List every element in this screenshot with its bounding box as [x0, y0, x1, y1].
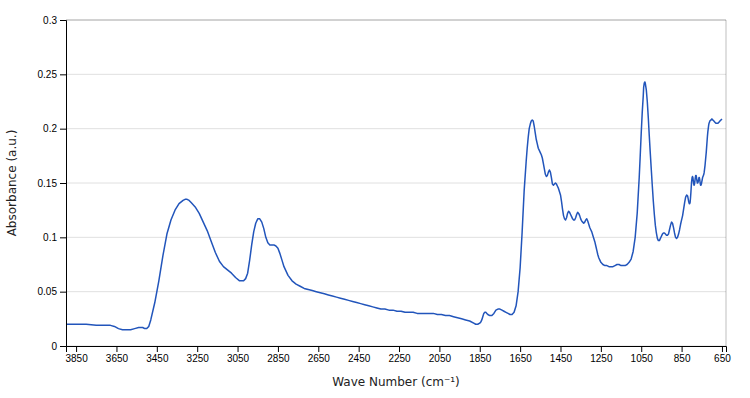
tick: 1650 — [510, 346, 533, 364]
tick-mark — [318, 346, 319, 352]
tick: 1250 — [590, 346, 613, 364]
tick-label: 0.15 — [38, 178, 58, 189]
tick: 0.1 — [43, 232, 66, 243]
tick: 1050 — [631, 346, 654, 364]
tick-label: 2450 — [348, 353, 371, 364]
tick-label: 3650 — [106, 353, 129, 364]
tick-mark — [238, 346, 239, 352]
tick: 3450 — [146, 346, 169, 364]
tick: 3850 — [65, 346, 88, 364]
tick: 2850 — [267, 346, 290, 364]
tick-mark — [278, 346, 279, 352]
tick: 0.3 — [43, 15, 66, 26]
tick-label: 1450 — [550, 353, 573, 364]
axis-line — [67, 347, 727, 353]
plot: 3850 3650 3450 3250 3050 2850 2650 2450 2250 2050… — [38, 15, 732, 364]
tick-label: 2050 — [429, 353, 452, 364]
grid — [66, 20, 726, 346]
tick-label: 2250 — [388, 353, 411, 364]
tick: 0.05 — [38, 286, 66, 297]
tick-label: 3250 — [187, 353, 210, 364]
tick-mark — [722, 346, 723, 352]
tick-mark — [682, 346, 683, 352]
tick-label: 3450 — [146, 353, 169, 364]
tick-label: 0.3 — [43, 15, 57, 26]
tick-mark — [60, 346, 66, 347]
tick-label: 0.05 — [38, 286, 58, 297]
grid-line — [66, 291, 726, 292]
spectrum-line — [66, 82, 722, 330]
tick-label: 1850 — [469, 353, 492, 364]
tick: 3050 — [227, 346, 250, 364]
tick-mark — [520, 346, 521, 352]
tick-label: 2650 — [308, 353, 331, 364]
tick-mark — [116, 346, 117, 352]
tick-mark — [60, 129, 66, 130]
tick-mark — [439, 346, 440, 352]
tick: 3650 — [106, 346, 129, 364]
tick-label: 1050 — [631, 353, 654, 364]
tick-mark — [76, 346, 77, 352]
tick: 2650 — [308, 346, 331, 364]
tick: 2450 — [348, 346, 371, 364]
tick: 3250 — [187, 346, 210, 364]
y-axis-title: Absorbance (a.u.) — [5, 130, 19, 237]
frame — [726, 20, 727, 346]
tick-mark — [601, 346, 602, 352]
y-axis: 0 0.05 0.1 0.15 0.2 0.25 0.3 — [38, 15, 67, 352]
tick-mark — [60, 237, 66, 238]
tick: 650 — [714, 346, 731, 364]
tick-mark — [60, 20, 66, 21]
tick-label: 1250 — [590, 353, 613, 364]
tick: 850 — [674, 346, 691, 364]
tick-mark — [399, 346, 400, 352]
x-axis-title: Wave Number (cm⁻¹) — [332, 375, 460, 389]
tick-label: 0.1 — [43, 232, 57, 243]
grid-line — [66, 237, 726, 238]
tick-mark — [560, 346, 561, 352]
tick-label: 650 — [714, 353, 731, 364]
tick: 1850 — [469, 346, 492, 364]
frame — [66, 20, 726, 21]
x-axis: 3850 3650 3450 3250 3050 2850 2650 2450 2250 2050… — [65, 346, 731, 364]
tick-mark — [197, 346, 198, 352]
tick-label: 2850 — [267, 353, 290, 364]
tick-label: 3050 — [227, 353, 250, 364]
marks — [66, 82, 722, 330]
tick: 1450 — [550, 346, 573, 364]
chart: 3850 3650 3450 3250 3050 2850 2650 2450 2250 2050… — [0, 0, 750, 398]
grid-line — [66, 74, 726, 75]
grid-line — [66, 20, 726, 21]
tick-mark — [157, 346, 158, 352]
tick-mark — [60, 74, 66, 75]
tick-mark — [359, 346, 360, 352]
axis-line — [60, 21, 67, 347]
tick-mark — [60, 183, 66, 184]
tick-label: 0 — [51, 341, 57, 352]
tick-label: 0.2 — [43, 123, 57, 134]
tick-label: 3850 — [65, 353, 88, 364]
tick: 2050 — [429, 346, 452, 364]
tick-mark — [480, 346, 481, 352]
grid-line — [66, 183, 726, 184]
tick: 0 — [51, 341, 66, 352]
tick-label: 1650 — [510, 353, 533, 364]
tick-label: 850 — [674, 353, 691, 364]
tick-mark — [60, 292, 66, 293]
grid-line — [66, 128, 726, 129]
tick: 0.15 — [38, 178, 66, 189]
tick-label: 0.25 — [38, 69, 58, 80]
tick: 2250 — [388, 346, 411, 364]
tick: 0.2 — [43, 123, 66, 134]
tick: 0.25 — [38, 69, 66, 80]
tick-mark — [641, 346, 642, 352]
